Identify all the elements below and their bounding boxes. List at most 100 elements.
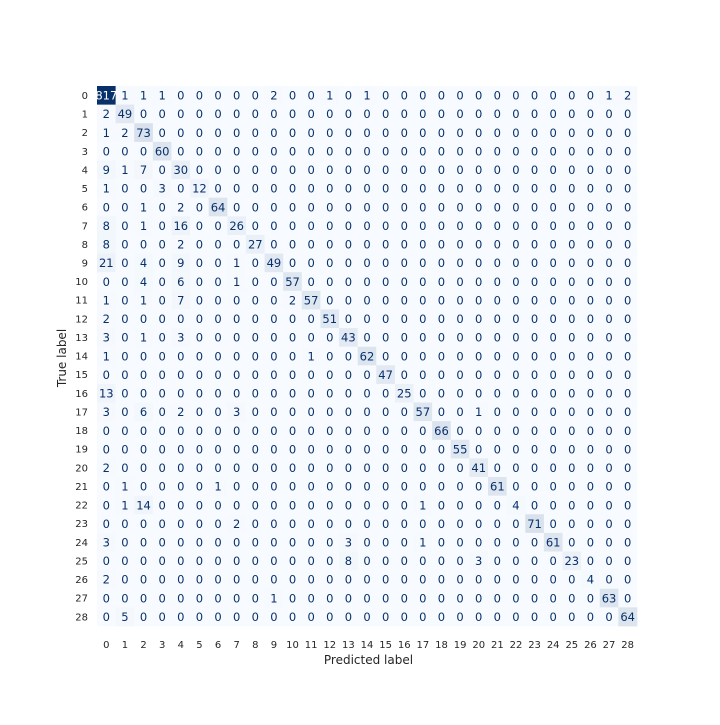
heatmap-cell <box>599 160 619 180</box>
y-tick-label: 28 <box>75 612 88 623</box>
heatmap-cell <box>97 588 117 608</box>
cell-value-label: 0 <box>326 144 333 158</box>
cell-value-label: 0 <box>196 200 203 214</box>
cell-value-label: 0 <box>401 480 408 494</box>
cell-value-label: 0 <box>270 442 277 456</box>
cell-value-label: 0 <box>587 107 594 121</box>
heatmap-cell <box>245 290 265 310</box>
heatmap-cell <box>171 234 191 254</box>
heatmap-cell <box>394 570 414 590</box>
heatmap-cell <box>599 532 619 552</box>
y-tick-label: 12 <box>75 314 88 325</box>
heatmap-cell <box>97 328 117 348</box>
heatmap-cell <box>562 551 582 571</box>
cell-value-label: 0 <box>233 331 240 345</box>
heatmap-cell <box>283 346 303 366</box>
cell-value-label: 2 <box>103 107 110 121</box>
cell-value-label: 1 <box>159 89 166 103</box>
x-tick-label: 5 <box>196 640 202 651</box>
cell-value-label: 0 <box>624 442 631 456</box>
heatmap-cell <box>227 346 247 366</box>
cell-value-label: 0 <box>512 275 519 289</box>
heatmap-cell <box>376 216 396 236</box>
heatmap-cell <box>376 588 396 608</box>
cell-value-label: 0 <box>382 182 389 196</box>
cell-value-label: 0 <box>401 517 408 531</box>
cell-value-label: 0 <box>382 573 389 587</box>
cell-value-label: 0 <box>568 293 575 307</box>
heatmap-cell <box>152 458 172 478</box>
cell-value-label: 0 <box>233 610 240 624</box>
cell-value-label: 0 <box>345 144 352 158</box>
cell-value-label: 0 <box>345 442 352 456</box>
cell-value-label: 0 <box>252 591 259 605</box>
cell-value-label: 0 <box>159 275 166 289</box>
heatmap-cell <box>152 328 172 348</box>
cell-value-label: 0 <box>494 200 501 214</box>
cell-value-label: 0 <box>494 610 501 624</box>
y-tick-label: 7 <box>82 221 88 232</box>
cell-value-label: 0 <box>605 387 612 401</box>
heatmap-cell <box>357 272 377 292</box>
cell-value-label: 0 <box>159 498 166 512</box>
heatmap-cell <box>506 365 526 385</box>
heatmap-cell <box>394 86 414 106</box>
x-tick-label: 24 <box>547 640 560 651</box>
heatmap-cell <box>488 607 508 627</box>
cell-value-label: 0 <box>475 349 482 363</box>
cell-value-label: 0 <box>475 517 482 531</box>
cell-value-label: 0 <box>307 238 314 252</box>
heatmap-cell <box>208 309 228 329</box>
heatmap-cell <box>152 495 172 515</box>
cell-value-label: 0 <box>252 442 259 456</box>
heatmap-cell <box>488 234 508 254</box>
heatmap-cell <box>190 570 210 590</box>
heatmap-cell <box>581 588 601 608</box>
heatmap-cell <box>339 104 359 124</box>
heatmap-cell <box>264 234 284 254</box>
heatmap-cell <box>134 551 154 571</box>
cell-value-label: 0 <box>438 368 445 382</box>
cell-value-label: 9 <box>177 256 184 270</box>
heatmap-cell <box>506 514 526 534</box>
cell-value-label: 0 <box>512 405 519 419</box>
heatmap-cell <box>618 141 638 161</box>
heatmap-cell <box>376 458 396 478</box>
heatmap-cell <box>283 253 303 273</box>
heatmap-cell <box>264 309 284 329</box>
heatmap-cell <box>599 253 619 273</box>
cell-value-label: 0 <box>419 461 426 475</box>
heatmap-cell <box>394 123 414 143</box>
heatmap-cell <box>562 328 582 348</box>
cell-value-label: 0 <box>512 535 519 549</box>
heatmap-cell <box>208 365 228 385</box>
heatmap-cell <box>562 383 582 403</box>
heatmap-cell <box>320 253 340 273</box>
heatmap-cell <box>97 365 117 385</box>
heatmap-cell <box>432 253 452 273</box>
cell-value-label: 0 <box>568 163 575 177</box>
cell-value-label: 0 <box>326 200 333 214</box>
cell-value-label: 0 <box>233 200 240 214</box>
cell-value-label: 0 <box>121 573 128 587</box>
heatmap-cell <box>301 160 321 180</box>
cell-value-label: 0 <box>512 442 519 456</box>
heatmap-cell <box>208 104 228 124</box>
cell-value-label: 0 <box>494 144 501 158</box>
heatmap-cell <box>543 272 563 292</box>
heatmap-cell <box>506 86 526 106</box>
cell-value-label: 0 <box>401 89 408 103</box>
y-tick-label: 16 <box>75 389 88 400</box>
cell-value-label: 1 <box>233 256 240 270</box>
heatmap-cell <box>488 421 508 441</box>
heatmap-cell <box>543 179 563 199</box>
cell-value-label: 0 <box>289 107 296 121</box>
cell-value-label: 0 <box>177 107 184 121</box>
heatmap-cell <box>357 216 377 236</box>
cell-value-label: 0 <box>382 293 389 307</box>
cell-value-label: 0 <box>550 200 557 214</box>
cell-value-label: 0 <box>214 573 221 587</box>
heatmap-cell <box>618 216 638 236</box>
heatmap-cell <box>97 439 117 459</box>
